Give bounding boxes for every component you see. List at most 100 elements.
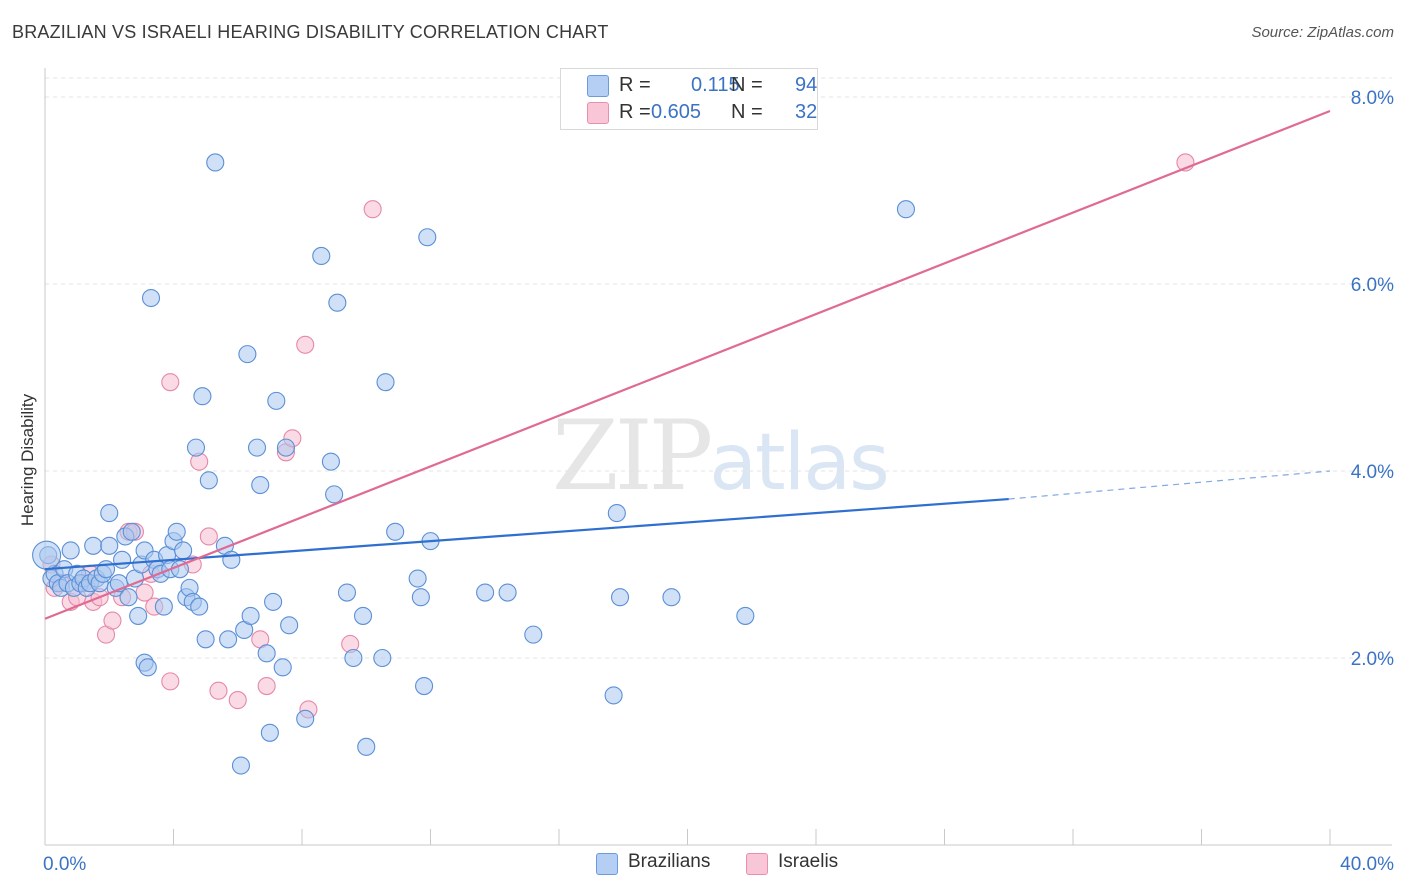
brazilians-point — [386, 522, 405, 541]
israelis-point — [257, 676, 276, 696]
brazilians-point — [257, 644, 276, 663]
brazilians-point — [241, 606, 260, 625]
brazilians-point — [896, 200, 916, 219]
brazilians-point — [276, 438, 295, 457]
brazilians-point — [247, 438, 267, 457]
israelis-point — [363, 200, 382, 219]
brazilians-point — [251, 475, 270, 495]
brazilians-point — [154, 597, 173, 616]
legend-n-value: 94 — [795, 74, 818, 96]
source-label: Source: ZipAtlas.com — [1251, 24, 1394, 41]
legend-label-israelis: Israelis — [778, 851, 839, 872]
brazilians-point — [264, 592, 283, 611]
brazilians-point — [174, 541, 193, 560]
brazilians-point — [199, 471, 218, 490]
brazilians-point — [357, 737, 376, 756]
watermark: ZIPatlas — [552, 400, 890, 512]
y-tick-label: 6.0% — [1351, 275, 1394, 296]
brazilians-point — [296, 709, 315, 728]
brazilians-point — [736, 606, 755, 625]
brazilians-point — [190, 597, 209, 616]
brazilians-point — [100, 536, 119, 555]
brazilians-point — [376, 373, 395, 392]
brazilians-point — [353, 606, 373, 625]
brazilians-point — [344, 648, 363, 668]
brazilians-trend-line — [44, 497, 1009, 571]
brazilians-point — [129, 606, 148, 625]
legend-r-label: R = — [619, 74, 651, 96]
brazilians-point — [122, 522, 141, 541]
legend-r-value: 0.115 — [691, 74, 740, 96]
watermark-atlas: atlas — [709, 418, 889, 508]
israelis-point — [161, 672, 180, 691]
brazilians-point — [662, 588, 681, 607]
legend-label-brazilians: Brazilians — [628, 851, 711, 872]
watermark-zip: ZIP — [552, 400, 713, 512]
legend-swatch-blue — [587, 75, 609, 97]
brazilians-point — [476, 583, 495, 602]
legend-r-label: R = — [619, 101, 651, 123]
brazilians-point — [411, 588, 430, 607]
axes — [44, 68, 1392, 846]
israelis-point — [199, 527, 218, 546]
israelis-point — [161, 373, 180, 392]
israelis-point — [228, 691, 247, 710]
y-tick-label: 4.0% — [1351, 462, 1394, 483]
brazilians-points — [32, 153, 916, 775]
brazilians-point — [113, 550, 132, 569]
brazilians-point — [32, 540, 62, 570]
chart-title: BRAZILIAN VS ISRAELI HEARING DISABILITY … — [12, 22, 609, 42]
brazilians-point — [321, 452, 340, 471]
legend-n-label: N = — [731, 74, 763, 96]
brazilians-point — [260, 723, 279, 742]
legend-n-value: 32 — [795, 101, 818, 123]
x-tick-label: 0.0% — [43, 854, 86, 875]
brazilians-point — [141, 288, 161, 308]
brazilians-point — [196, 630, 215, 649]
legend-swatch-blue — [596, 853, 618, 875]
brazilians-point — [222, 550, 241, 569]
brazilians-point — [280, 616, 299, 635]
brazilians-point — [267, 391, 286, 410]
brazilians-point — [373, 648, 392, 668]
tick-labels: 2.0% 4.0% 6.0% 8.0% 0.0% 40.0% — [43, 88, 1394, 875]
brazilians-trend-extension — [1008, 470, 1331, 500]
israelis-trend-line — [44, 110, 1331, 620]
israelis-points — [42, 153, 1195, 719]
brazilians-point — [84, 536, 103, 555]
brazilians-point — [219, 630, 238, 649]
legend-r-value: 0.605 — [651, 101, 702, 123]
brazilians-point — [100, 504, 119, 523]
israelis-point — [296, 335, 315, 354]
brazilians-point — [610, 588, 630, 607]
brazilians-point — [186, 438, 206, 457]
brazilians-point — [498, 583, 517, 602]
x-tick-label: 40.0% — [1340, 854, 1394, 875]
legend-swatch-pink — [587, 102, 609, 124]
y-tick-label: 8.0% — [1351, 88, 1394, 109]
brazilians-point — [408, 569, 427, 588]
legend-n-label: N = — [731, 101, 763, 123]
brazilians-point — [604, 686, 623, 705]
brazilians-point — [524, 625, 543, 644]
israelis-point — [209, 681, 228, 700]
legend-swatch-pink — [746, 853, 768, 875]
trend-lines — [44, 110, 1331, 620]
y-tick-label: 2.0% — [1351, 649, 1394, 670]
brazilians-point — [418, 228, 437, 247]
brazilians-point — [193, 387, 212, 406]
correlation-legend: R = 0.115 N = 94 R = 0.605 N = 32 — [560, 68, 818, 130]
brazilians-point — [325, 485, 344, 504]
brazilians-point — [238, 345, 257, 364]
israelis-point — [103, 611, 122, 630]
brazilians-point — [119, 588, 138, 607]
brazilians-point — [138, 658, 157, 677]
brazilians-point — [607, 504, 626, 523]
brazilians-point — [206, 153, 225, 172]
brazilians-point — [61, 541, 80, 560]
brazilians-point — [231, 756, 251, 775]
brazilians-point — [273, 658, 292, 677]
brazilians-point — [312, 246, 331, 265]
brazilians-point — [328, 293, 347, 312]
